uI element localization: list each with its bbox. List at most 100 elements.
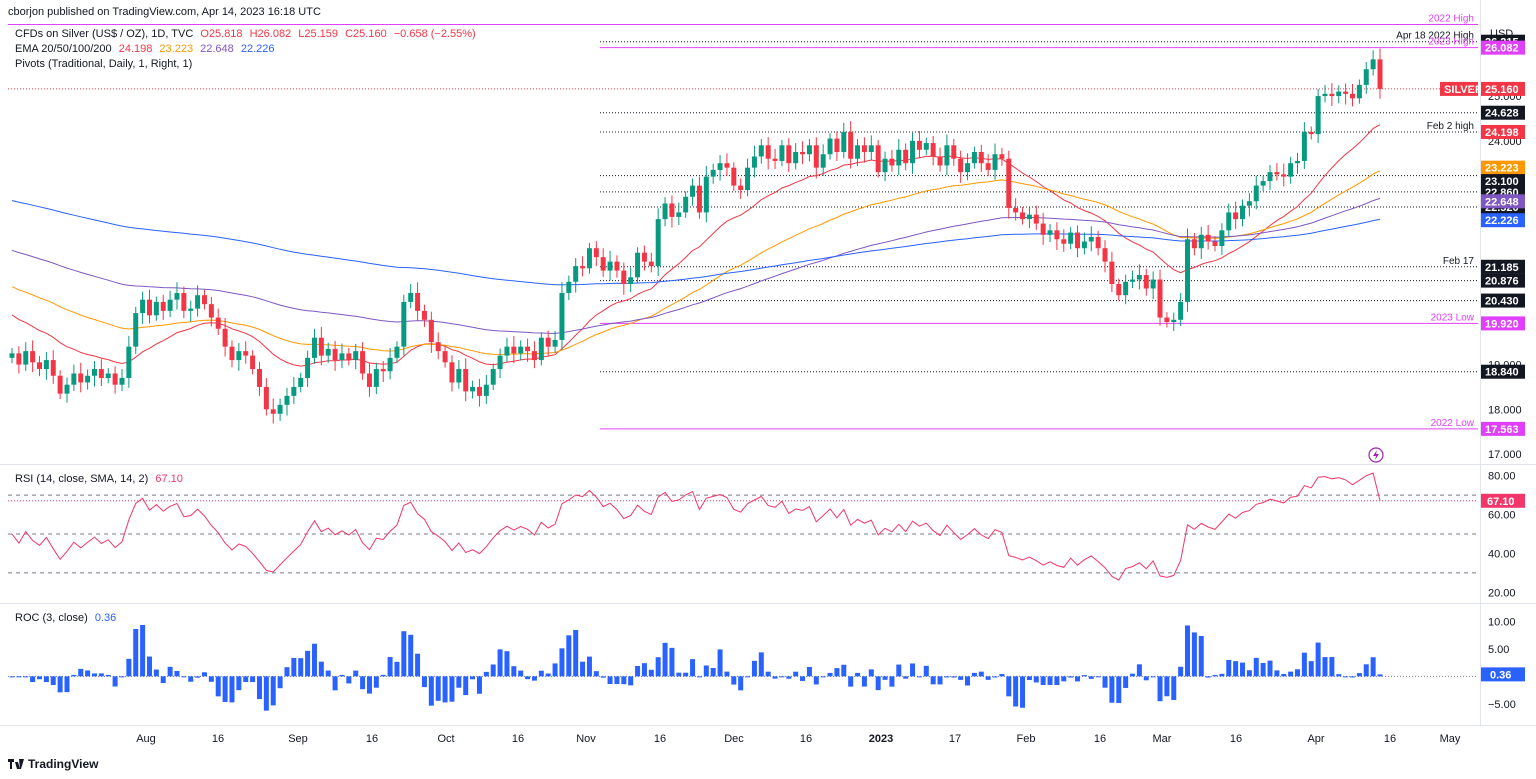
roc-bar [1205,676,1211,678]
candle-body [992,154,998,170]
candle-body [1370,59,1376,70]
candle-body [655,219,661,267]
candle-body [208,304,214,318]
roc-bar [270,676,276,706]
roc-bar [951,676,957,678]
candle-body [710,169,716,177]
roc-bar [559,648,565,677]
roc-tag [1481,667,1525,682]
roc-bar [1136,664,1142,677]
price-tag [1481,124,1525,139]
candle-body [188,308,194,311]
candle-body [215,317,221,329]
ohlc-high: H26.082 [249,28,292,40]
roc-bar [985,676,991,680]
roc-bar [263,676,269,711]
candle-body [538,337,544,361]
roc-bar [1281,673,1287,677]
roc-bar [36,676,42,680]
candle-body [1260,181,1266,186]
roc-bar [1185,625,1191,677]
roc-bar [91,673,97,677]
roc-bar [1095,676,1101,678]
candle-body [1068,232,1074,244]
roc-bar [607,676,613,684]
candle-body [435,342,441,352]
candle-body [745,167,751,191]
roc-bar [1253,657,1259,677]
roc-bar [201,672,207,677]
candle-body [1350,93,1356,99]
roc-bar [133,629,139,677]
roc-bar [57,676,63,693]
roc-bar [30,676,36,683]
price-tag [1481,194,1525,209]
roc-legend: ROC (3, close) 0.36 [15,612,120,624]
roc-bar [538,670,544,677]
roc-bar [731,676,737,685]
price-tag-label: 19.920 [1485,318,1519,330]
roc-bar [1233,661,1239,677]
roc-bar [628,676,634,686]
candle-body [250,355,256,370]
ema200-value: 22.226 [240,43,275,55]
roc-bar [208,676,214,682]
brand-label: TradingView [28,757,99,771]
roc-bar [545,673,551,677]
roc-bar [1260,662,1266,677]
roc-bar [1157,676,1163,702]
roc-bar [16,676,22,678]
candle-body [779,145,785,161]
candle-body [1322,93,1328,97]
candle-body [181,292,187,311]
candle-body [896,149,902,166]
roc-bar [449,676,455,702]
candle-body [1054,230,1060,240]
price-tick-label: 17.000 [1488,449,1522,461]
roc-bar [1322,657,1328,677]
candle-body [504,346,510,356]
candle-body [1336,91,1342,97]
rsi-tag-label: 67.10 [1487,496,1515,508]
candle-body [573,266,579,282]
roc-bar [140,624,146,677]
roc-bar [965,676,971,686]
candle-body [793,152,799,164]
roc-bar [401,631,407,677]
candle-body [916,140,922,150]
publish-info: cborjon published on TradingView.com, Ap… [8,6,321,18]
roc-bar [662,642,668,677]
ema50-line [11,170,1381,355]
roc-bar [167,666,173,677]
roc-bar [394,661,400,677]
candle-body [105,373,111,378]
candle-body [1288,163,1294,177]
roc-bar [882,676,888,680]
candle-body [806,145,812,155]
candle-body [1081,241,1087,249]
price-tag-label: 25.160 [1485,84,1519,96]
roc-bar [236,676,242,691]
roc-bar [98,673,104,677]
roc-bar [525,676,531,680]
roc-bar [841,664,847,677]
candle-body [305,357,311,378]
roc-bar [421,676,427,688]
tradingview-logo[interactable]: TradingView [8,757,98,771]
roc-bar [855,672,861,677]
candle-body [683,196,689,213]
ema100-line [11,197,1381,334]
roc-bar [696,676,702,678]
price-tag [1481,174,1525,189]
roc-bar [738,676,744,691]
roc-bar [1047,676,1053,685]
roc-bar [635,665,641,677]
candle-body [813,145,819,168]
roc-bar [387,657,393,677]
candle-body [1061,239,1067,244]
candle-body [944,145,950,166]
roc-bar [1020,676,1026,708]
candle-body [1315,96,1321,135]
candle-body [1013,207,1019,213]
candle-body [1343,91,1349,94]
